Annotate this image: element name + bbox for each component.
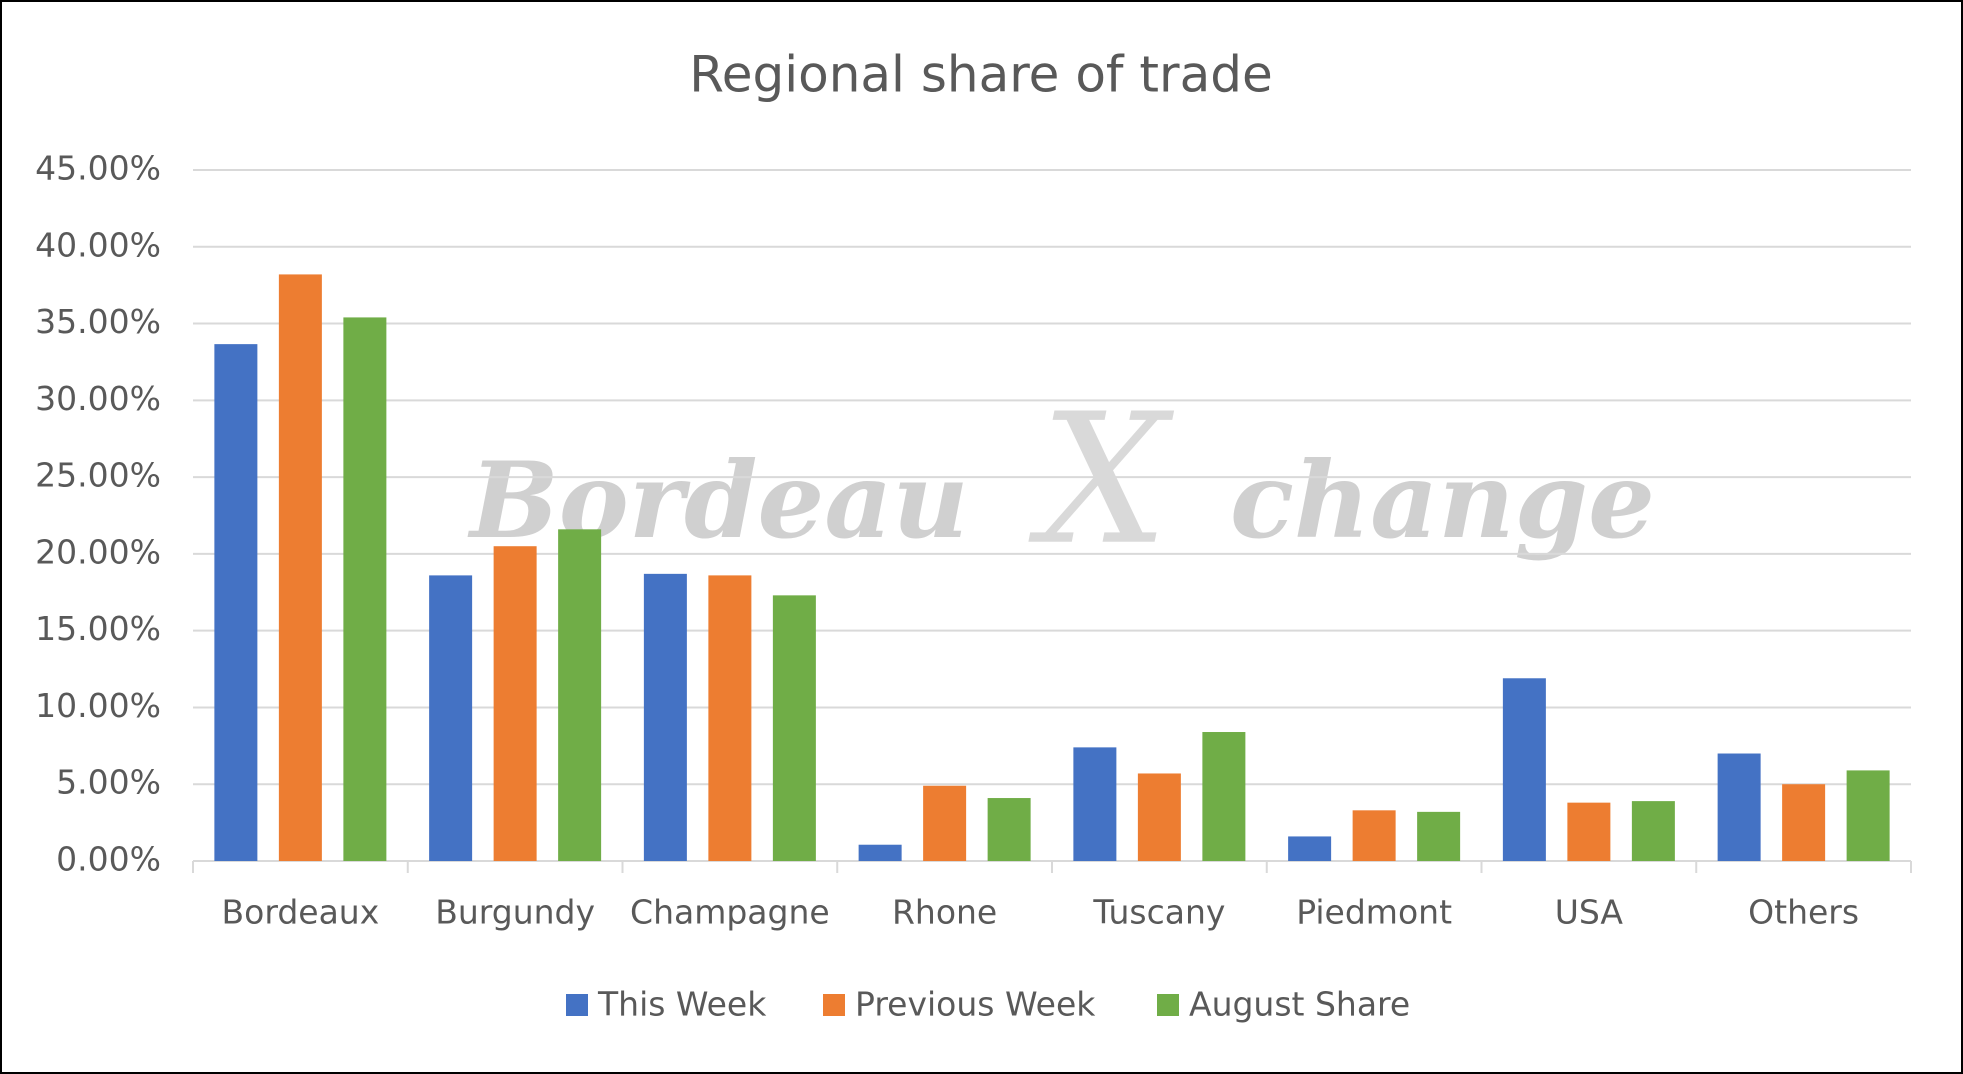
y-tick-label: 45.00% — [35, 149, 161, 188]
watermark-text: X — [1028, 376, 1175, 585]
watermark: Bordeau X change — [467, 376, 1655, 585]
legend-label: Previous Week — [855, 985, 1096, 1024]
y-tick-label: 35.00% — [35, 302, 161, 341]
bar — [643, 573, 687, 861]
bar — [1567, 802, 1611, 861]
bar — [278, 274, 322, 861]
bar — [1288, 836, 1332, 861]
bar — [1717, 753, 1761, 861]
bar — [1073, 747, 1117, 861]
x-tick-label: Piedmont — [1296, 893, 1452, 932]
bar — [343, 317, 387, 861]
legend-label: August Share — [1189, 985, 1410, 1024]
y-tick-label: 25.00% — [35, 456, 161, 495]
bar — [858, 844, 902, 861]
bar — [1782, 784, 1826, 861]
bar — [558, 529, 602, 861]
y-tick-label: 30.00% — [35, 379, 161, 418]
bar — [1631, 801, 1675, 861]
legend-swatch — [566, 994, 588, 1016]
x-tick-label: Champagne — [630, 893, 830, 932]
y-tick-label: 20.00% — [35, 532, 161, 571]
y-tick-label: 10.00% — [35, 686, 161, 725]
x-tick-label: Bordeaux — [222, 893, 380, 932]
x-tick-label: Rhone — [892, 893, 997, 932]
bar — [987, 798, 1031, 861]
chart-title: Regional share of trade — [689, 46, 1272, 104]
y-tick-label: 5.00% — [56, 763, 161, 802]
bar — [1417, 811, 1461, 861]
bar — [772, 595, 816, 861]
bar — [923, 785, 967, 861]
x-tick-label: Others — [1748, 893, 1859, 932]
bar — [1137, 773, 1181, 861]
x-tick-label: USA — [1555, 893, 1624, 932]
bar — [1846, 770, 1890, 861]
bar — [1502, 678, 1546, 861]
bar — [493, 546, 537, 861]
y-tick-label: 15.00% — [35, 609, 161, 648]
y-tick-label: 0.00% — [56, 840, 161, 879]
watermark-text: change — [1230, 438, 1655, 562]
bar — [708, 575, 752, 861]
y-tick-label: 40.00% — [35, 225, 161, 264]
legend-swatch — [823, 994, 845, 1016]
watermark-text: Bordeau — [467, 438, 969, 562]
x-tick-label: Tuscany — [1092, 893, 1225, 932]
bar — [1352, 810, 1396, 861]
bar — [429, 575, 473, 861]
x-tick-label: Burgundy — [435, 893, 595, 932]
legend-label: This Week — [597, 985, 767, 1024]
bar — [214, 344, 258, 862]
bar — [1202, 732, 1246, 861]
legend-swatch — [1157, 994, 1179, 1016]
